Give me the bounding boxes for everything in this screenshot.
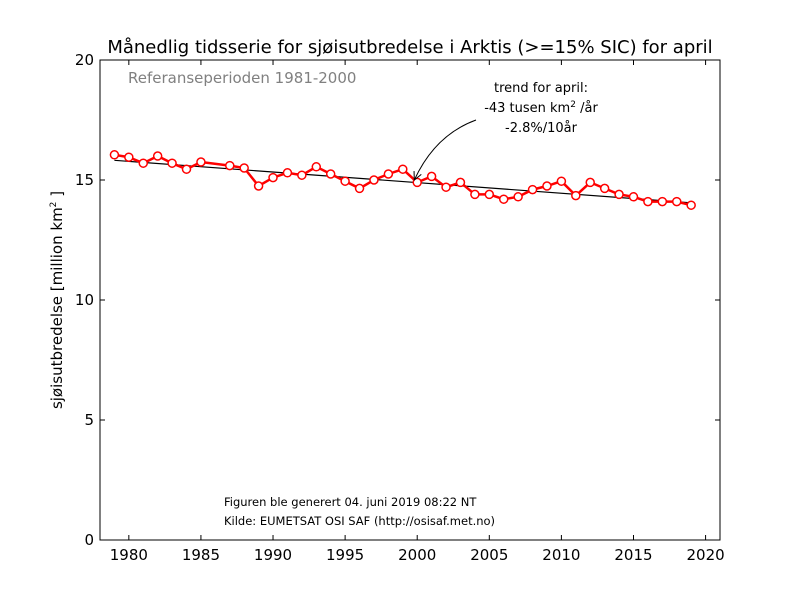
x-tick-label: 1985	[182, 546, 220, 564]
data-point	[556, 176, 567, 186]
y-tick-label: 10	[75, 291, 94, 309]
x-tick-label: 2020	[686, 546, 724, 564]
y-tick-label: 20	[75, 51, 94, 69]
x-tick-label: 2010	[542, 546, 580, 564]
data-point	[225, 160, 235, 171]
data-point	[643, 196, 653, 207]
y-axis-label: sjøisutbredelse [million km2 ]	[48, 191, 66, 409]
data-point	[152, 151, 163, 161]
y-axis-label-superscript: 2	[49, 202, 59, 208]
data-point	[311, 162, 322, 172]
y-tick-label: 0	[84, 531, 94, 549]
data-point	[297, 170, 307, 180]
x-tick-label: 1995	[326, 546, 364, 564]
x-tick-label: 1990	[254, 546, 292, 564]
generated-note: Figuren ble generert 04. juni 2019 08:22…	[224, 495, 477, 509]
y-axis-label-close: ]	[48, 191, 66, 202]
data-point	[498, 194, 509, 204]
axes: 1980 1985 1990 1995 2000 2005 2010 2015 20200510…	[75, 51, 725, 564]
trend-line	[114, 159, 692, 204]
x-tick-label: 2015	[614, 546, 652, 564]
data-point	[426, 171, 437, 182]
data-point	[109, 150, 120, 160]
reference-period-label: Referanseperioden 1981-2000	[128, 69, 356, 87]
x-tick-label: 1980	[110, 546, 148, 564]
data-point	[253, 181, 264, 191]
y-tick-label: 5	[84, 411, 94, 429]
data-point	[340, 176, 350, 186]
data-point	[398, 164, 408, 174]
data-point	[686, 200, 696, 210]
data-point	[614, 189, 624, 200]
data-point	[354, 183, 365, 194]
data-point	[571, 190, 581, 201]
annotation-line-2: -43 tusen km2 /år	[484, 100, 598, 116]
data-point	[383, 169, 394, 179]
data-point	[455, 177, 466, 188]
annotation-arrow	[414, 119, 477, 180]
data-point	[513, 192, 523, 202]
data-point	[124, 152, 134, 162]
data-point	[441, 182, 451, 192]
data-point	[196, 157, 206, 167]
data-point	[239, 163, 249, 173]
data-point	[138, 158, 149, 168]
chart-title: Månedlig tidsserie for sjøisutbredelse i…	[107, 37, 712, 58]
trend-annotation: trend for april: -43 tusen km2 /år -2.8%…	[414, 81, 598, 180]
data-point	[167, 158, 177, 168]
plot-frame	[99, 59, 721, 541]
data-point	[628, 192, 639, 202]
data-points	[109, 150, 696, 210]
data-point	[268, 172, 278, 183]
data-point	[671, 196, 682, 207]
source-note: Kilde: EUMETSAT OSI SAF (http://osisaf.m…	[224, 514, 495, 528]
x-tick-label: 2005	[470, 546, 508, 564]
annotation-line-1: trend for april:	[494, 81, 588, 96]
data-point	[599, 183, 610, 194]
data-point	[181, 164, 192, 174]
data-point	[325, 169, 336, 179]
data-point	[657, 196, 668, 207]
data-point	[542, 181, 552, 191]
data-point	[282, 168, 293, 178]
annotation-line-3: -2.8%/10år	[505, 121, 578, 136]
data-point	[527, 184, 538, 195]
data-point	[470, 189, 480, 200]
y-tick-label: 15	[75, 171, 94, 189]
data-point	[369, 175, 379, 185]
data-point	[484, 189, 495, 200]
y-axis-label-main: sjøisutbredelse [million km	[48, 207, 66, 409]
data-point	[585, 177, 595, 188]
x-tick-label: 2000	[398, 546, 436, 564]
series-line	[114, 153, 692, 207]
